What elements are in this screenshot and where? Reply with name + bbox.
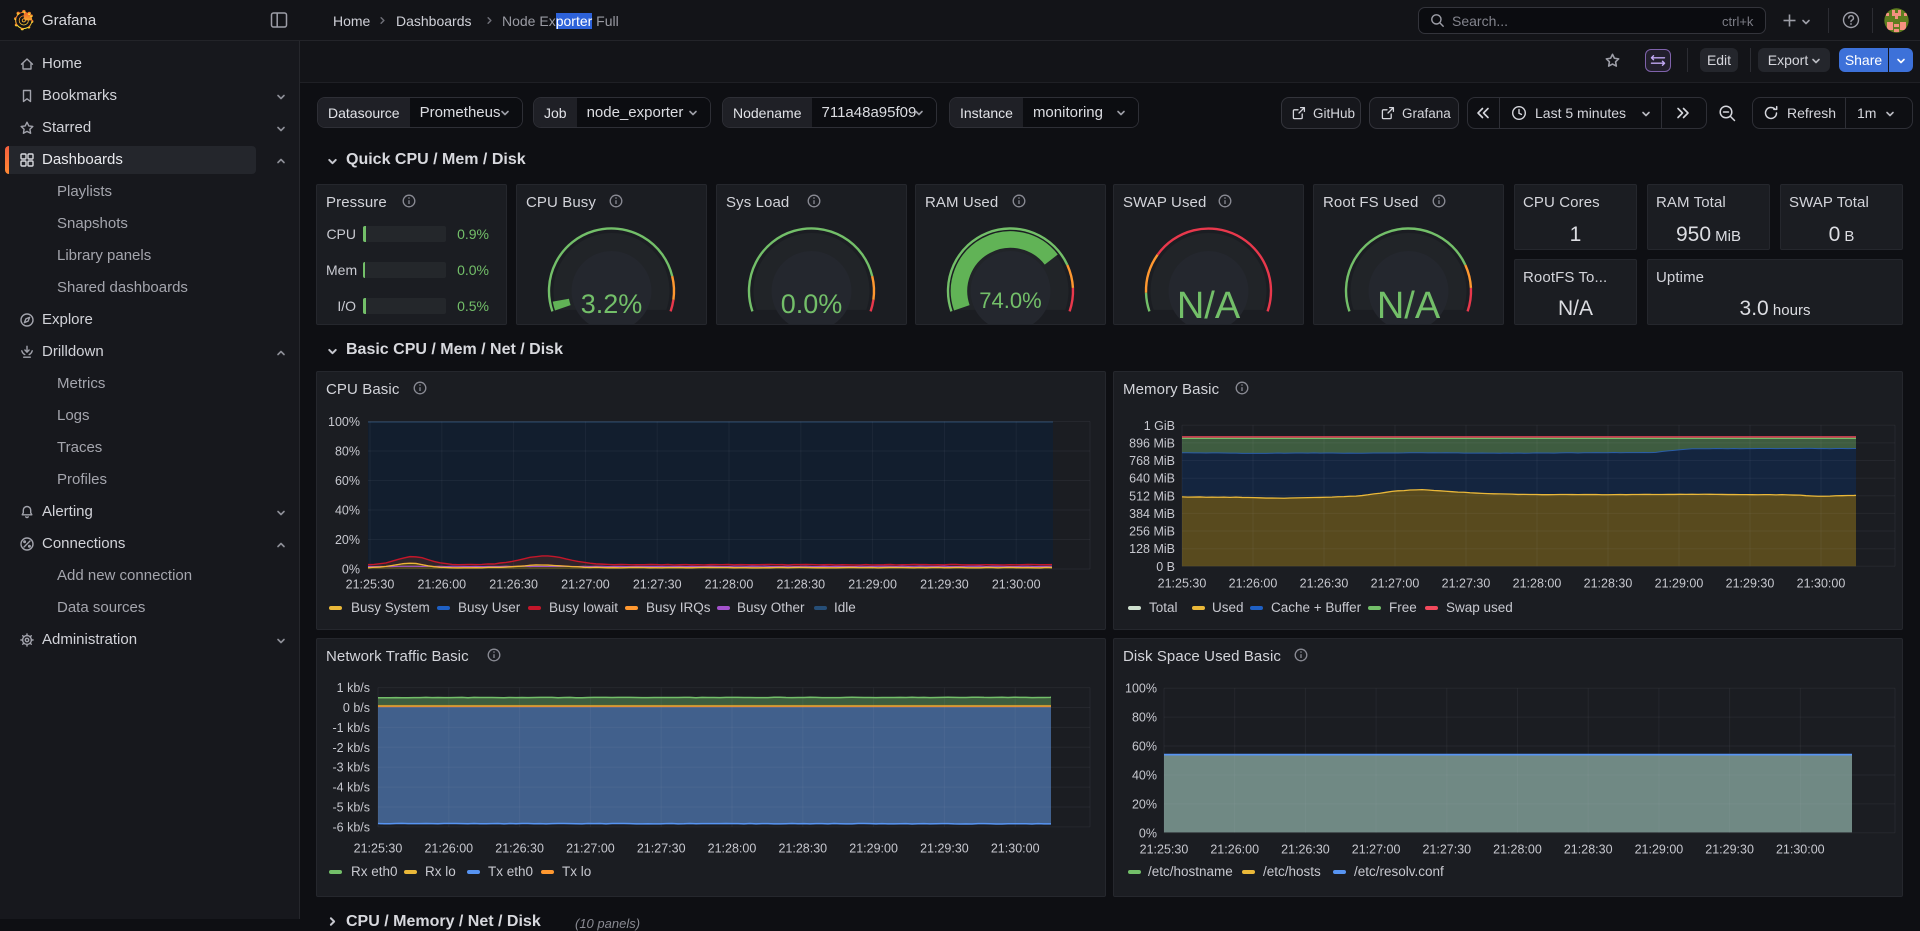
svg-text:21:25:30: 21:25:30: [354, 842, 403, 856]
svg-text:0 B: 0 B: [1156, 560, 1175, 574]
svg-text:21:26:30: 21:26:30: [489, 578, 538, 592]
svg-text:768 MiB: 768 MiB: [1129, 454, 1175, 468]
svg-text:80%: 80%: [1132, 711, 1157, 725]
svg-text:21:26:30: 21:26:30: [1281, 843, 1330, 857]
svg-text:21:26:30: 21:26:30: [495, 842, 544, 856]
svg-text:128 MiB: 128 MiB: [1129, 542, 1175, 556]
svg-text:1 kb/s: 1 kb/s: [337, 681, 370, 695]
svg-text:60%: 60%: [335, 474, 360, 488]
svg-text:21:26:30: 21:26:30: [1300, 577, 1349, 591]
svg-text:384 MiB: 384 MiB: [1129, 507, 1175, 521]
svg-text:3.2%: 3.2%: [581, 289, 643, 319]
svg-text:0%: 0%: [342, 563, 360, 577]
svg-text:-1 kb/s: -1 kb/s: [332, 721, 370, 735]
svg-text:40%: 40%: [1132, 769, 1157, 783]
svg-text:21:29:00: 21:29:00: [848, 578, 897, 592]
svg-text:-6 kb/s: -6 kb/s: [332, 820, 370, 834]
svg-text:21:29:30: 21:29:30: [1726, 577, 1775, 591]
svg-text:21:26:00: 21:26:00: [417, 578, 466, 592]
svg-text:21:27:00: 21:27:00: [566, 842, 615, 856]
svg-text:21:27:30: 21:27:30: [1442, 577, 1491, 591]
svg-text:21:25:30: 21:25:30: [1158, 577, 1207, 591]
svg-text:N/A: N/A: [1177, 285, 1241, 325]
svg-text:20%: 20%: [335, 533, 360, 547]
svg-text:20%: 20%: [1132, 797, 1157, 811]
svg-text:21:25:30: 21:25:30: [346, 578, 395, 592]
svg-text:21:28:30: 21:28:30: [778, 842, 827, 856]
svg-text:21:30:00: 21:30:00: [1776, 843, 1825, 857]
svg-text:21:26:00: 21:26:00: [424, 842, 473, 856]
svg-text:21:29:00: 21:29:00: [1635, 843, 1684, 857]
svg-text:21:29:30: 21:29:30: [920, 578, 969, 592]
svg-text:21:29:30: 21:29:30: [920, 842, 969, 856]
svg-text:21:30:00: 21:30:00: [992, 578, 1041, 592]
svg-text:21:27:00: 21:27:00: [1352, 843, 1401, 857]
svg-text:21:30:00: 21:30:00: [991, 842, 1040, 856]
svg-text:1 GiB: 1 GiB: [1144, 419, 1175, 433]
svg-text:80%: 80%: [335, 445, 360, 459]
svg-text:N/A: N/A: [1377, 285, 1441, 325]
svg-text:40%: 40%: [335, 504, 360, 518]
svg-text:21:28:00: 21:28:00: [708, 842, 757, 856]
svg-text:21:29:30: 21:29:30: [1705, 843, 1754, 857]
svg-text:74.0%: 74.0%: [979, 288, 1041, 313]
svg-text:896 MiB: 896 MiB: [1129, 436, 1175, 450]
svg-text:21:28:30: 21:28:30: [776, 578, 825, 592]
svg-text:21:26:00: 21:26:00: [1210, 843, 1259, 857]
svg-text:640 MiB: 640 MiB: [1129, 472, 1175, 486]
svg-text:0%: 0%: [1139, 826, 1157, 840]
svg-text:21:28:00: 21:28:00: [705, 578, 754, 592]
svg-text:21:25:30: 21:25:30: [1140, 843, 1189, 857]
svg-text:21:28:00: 21:28:00: [1513, 577, 1562, 591]
svg-text:21:29:00: 21:29:00: [849, 842, 898, 856]
svg-text:-5 kb/s: -5 kb/s: [332, 801, 370, 815]
svg-text:21:29:00: 21:29:00: [1655, 577, 1704, 591]
svg-text:0 b/s: 0 b/s: [343, 701, 370, 715]
svg-text:-4 kb/s: -4 kb/s: [332, 781, 370, 795]
svg-text:512 MiB: 512 MiB: [1129, 489, 1175, 503]
svg-text:0.0%: 0.0%: [781, 289, 843, 319]
svg-text:21:28:30: 21:28:30: [1584, 577, 1633, 591]
svg-text:21:28:00: 21:28:00: [1493, 843, 1542, 857]
svg-text:100%: 100%: [1125, 682, 1157, 696]
svg-text:60%: 60%: [1132, 740, 1157, 754]
svg-text:21:27:30: 21:27:30: [637, 842, 686, 856]
svg-text:-3 kb/s: -3 kb/s: [332, 761, 370, 775]
svg-text:21:30:00: 21:30:00: [1797, 577, 1846, 591]
svg-text:-2 kb/s: -2 kb/s: [332, 741, 370, 755]
svg-text:256 MiB: 256 MiB: [1129, 525, 1175, 539]
svg-text:21:27:30: 21:27:30: [1422, 843, 1471, 857]
svg-text:21:27:00: 21:27:00: [1371, 577, 1420, 591]
svg-text:21:27:00: 21:27:00: [561, 578, 610, 592]
svg-text:21:28:30: 21:28:30: [1564, 843, 1613, 857]
svg-text:100%: 100%: [328, 415, 360, 429]
svg-text:21:27:30: 21:27:30: [633, 578, 682, 592]
svg-text:21:26:00: 21:26:00: [1229, 577, 1278, 591]
